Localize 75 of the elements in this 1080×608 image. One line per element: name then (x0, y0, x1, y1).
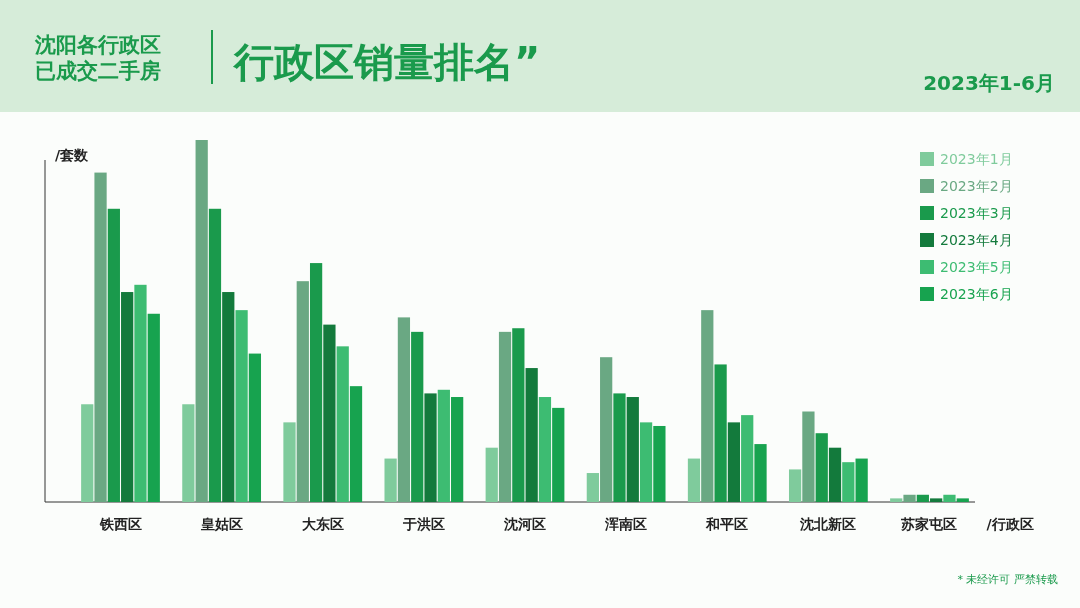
bar (842, 462, 855, 502)
bar (451, 397, 464, 502)
bar (930, 498, 943, 502)
bar (802, 411, 815, 502)
x-tick-label: 浑南区 (604, 516, 648, 532)
bar (323, 324, 336, 502)
bar (687, 458, 701, 502)
bar (222, 292, 235, 502)
bar (182, 404, 195, 502)
x-tick-label: 沈河区 (503, 516, 546, 532)
y-axis-title: /套数 (55, 147, 90, 163)
bar (195, 140, 208, 502)
bar (384, 458, 397, 502)
bar (309, 263, 323, 502)
x-axis-title: /行政区 (986, 516, 1034, 532)
bar (94, 172, 107, 502)
bar (235, 310, 248, 502)
bar (296, 281, 309, 502)
bar (613, 393, 626, 502)
bar (498, 331, 512, 502)
legend-label: 2023年2月 (940, 178, 1013, 194)
text: 2023年1-6月 (923, 71, 1055, 95)
bar (701, 310, 714, 502)
bar (714, 364, 727, 502)
bar (349, 386, 363, 502)
bar (411, 331, 424, 502)
bar (397, 317, 411, 502)
bar (727, 422, 741, 502)
bar (855, 458, 868, 502)
bar (134, 284, 147, 502)
bar (890, 498, 903, 502)
bar (485, 447, 498, 502)
bar (336, 346, 349, 502)
bar (538, 397, 552, 502)
bar (121, 292, 134, 502)
bar (741, 415, 754, 502)
bar (903, 494, 916, 502)
bar (600, 357, 613, 502)
bar (956, 498, 969, 502)
bar (943, 494, 956, 502)
x-tick-label: 沈北新区 (799, 516, 857, 532)
legend-label: 2023年1月 (940, 151, 1013, 167)
legend-label: 2023年3月 (940, 205, 1013, 221)
bar (248, 353, 262, 502)
bar (653, 425, 666, 502)
bar (525, 368, 538, 502)
x-tick-label: 和平区 (705, 516, 749, 532)
bar (788, 469, 802, 502)
bar (437, 389, 450, 502)
bar (107, 208, 120, 502)
x-tick-label: 苏家屯区 (900, 516, 958, 532)
x-tick-label: 皇姑区 (199, 516, 243, 532)
legend-label: 2023年6月 (940, 286, 1013, 302)
chart-title: 行政区销量排名” (232, 39, 541, 85)
bar (283, 422, 296, 502)
bar (639, 422, 653, 502)
x-tick-label: 大东区 (301, 516, 344, 532)
bar (81, 404, 94, 502)
text: * 未经许可 严禁转载 (957, 573, 1058, 586)
chart-subtitle: 沈阳各行政区已成交二手房 (34, 33, 161, 83)
legend-label: 2023年4月 (940, 232, 1013, 248)
bar (815, 433, 828, 502)
bar (424, 393, 437, 502)
bar (586, 473, 599, 502)
bar (512, 328, 525, 502)
bar (916, 494, 929, 502)
bar (626, 397, 639, 502)
bar (208, 208, 222, 502)
bar (754, 444, 767, 502)
legend-label: 2023年5月 (940, 259, 1013, 275)
x-tick-label: 于洪区 (401, 516, 445, 532)
x-tick-label: 铁西区 (98, 516, 142, 532)
bar (828, 447, 842, 502)
bar (552, 407, 565, 502)
bar (147, 313, 160, 502)
